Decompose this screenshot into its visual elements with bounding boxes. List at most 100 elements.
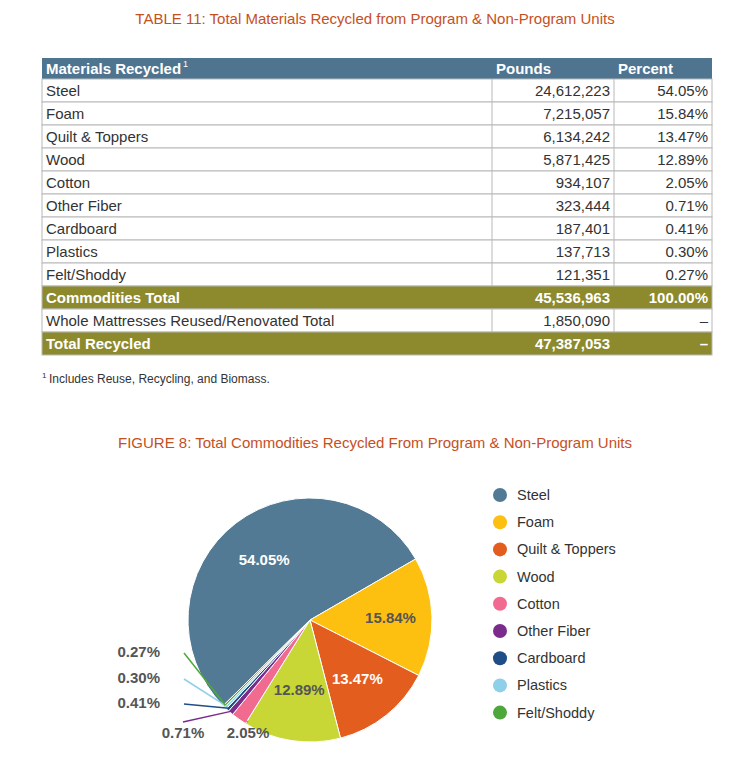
legend-label: Other Fiber: [517, 623, 590, 639]
table-cell: –: [700, 312, 709, 329]
table-cell: 137,713: [556, 243, 610, 260]
legend-label: Quilt & Toppers: [517, 541, 616, 557]
leader-line: [184, 704, 229, 708]
table-cell: 100.00%: [649, 289, 708, 306]
table-cell: 1,850,090: [543, 312, 610, 329]
table-col-line: [614, 240, 615, 263]
table-col-line: [492, 194, 493, 217]
table-cell: 7,215,057: [543, 105, 610, 122]
table-cell: 0.30%: [665, 243, 708, 260]
table-col-line: [614, 263, 615, 286]
table-col-line: [492, 148, 493, 171]
table-col-line: [614, 79, 615, 102]
table-row: [42, 217, 712, 240]
table-col-line: [614, 309, 615, 332]
table-cell: 187,401: [556, 220, 610, 237]
pie-slice: [233, 620, 310, 724]
table-col-line: [614, 217, 615, 240]
table-total-row: [42, 286, 712, 309]
table-col-line: [614, 148, 615, 171]
data-label: 54.05%: [239, 551, 290, 568]
table-header-bg: [42, 58, 712, 79]
table-col-line: [492, 309, 493, 332]
table-row: [42, 263, 712, 286]
table-header-cell: Pounds: [496, 60, 551, 77]
table-cell: Wood: [46, 151, 85, 168]
table-cell: 24,612,223: [535, 82, 610, 99]
legend-label: Cardboard: [517, 650, 586, 666]
table-cell: 13.47%: [657, 128, 708, 145]
leader-line: [184, 679, 227, 706]
legend-label: Foam: [517, 514, 554, 530]
legend-swatch: [493, 678, 507, 692]
table-cell: 323,444: [556, 197, 610, 214]
chart-title: FIGURE 8: Total Commodities Recycled Fro…: [118, 434, 632, 451]
table-col-line: [492, 79, 493, 102]
legend-swatch: [493, 515, 507, 529]
table-cell: –: [700, 335, 708, 352]
table-col-line: [614, 194, 615, 217]
legend-label: Wood: [517, 569, 555, 585]
table-cell: Whole Mattresses Reused/Renovated Total: [46, 312, 334, 329]
legend-swatch: [493, 706, 507, 720]
table-cell: Cotton: [46, 174, 90, 191]
data-label: 12.89%: [274, 681, 325, 698]
table-row: [42, 309, 712, 332]
table-cell: Felt/Shoddy: [46, 266, 127, 283]
leader-line: [240, 718, 248, 722]
table-cell: 934,107: [556, 174, 610, 191]
table-col-line: [492, 102, 493, 125]
data-label: 15.84%: [365, 609, 416, 626]
table-cell: 0.41%: [665, 220, 708, 237]
data-label: 0.71%: [162, 724, 205, 741]
table-cell: 0.27%: [665, 266, 708, 283]
table-cell: 0.71%: [665, 197, 708, 214]
table-cell: 6,134,242: [543, 128, 610, 145]
legend-swatch: [493, 624, 507, 638]
table-col-line: [492, 125, 493, 148]
legend-label: Plastics: [517, 677, 567, 693]
table-cell: 121,351: [556, 266, 610, 283]
footnote-mark: 1: [42, 371, 47, 380]
table-col-line: [492, 171, 493, 194]
data-label: 0.30%: [117, 669, 160, 686]
table-cell: Commodities Total: [46, 289, 180, 306]
table-cell: Foam: [46, 105, 84, 122]
table-cell: 45,536,963: [535, 289, 610, 306]
table-cell: Plastics: [46, 243, 98, 260]
table-col-line: [614, 171, 615, 194]
leader-line: [184, 653, 225, 705]
data-label: 13.47%: [332, 670, 383, 687]
data-label: 2.05%: [227, 724, 270, 741]
footnote: Includes Reuse, Recycling, and Biomass.: [49, 372, 270, 386]
table-row: [42, 194, 712, 217]
legend-label: Felt/Shoddy: [517, 705, 595, 721]
page: TABLE 11: Total Materials Recycled from …: [0, 0, 750, 781]
legend-swatch: [493, 570, 507, 584]
table-cell: 47,387,053: [535, 335, 610, 352]
table-header-cell: Materials Recycled: [46, 60, 181, 77]
table-total-row: [42, 332, 712, 355]
data-label: 0.41%: [117, 694, 160, 711]
leader-line: [183, 711, 232, 722]
data-label: 0.27%: [117, 643, 160, 660]
table-cell: 54.05%: [657, 82, 708, 99]
legend-swatch: [493, 542, 507, 556]
table-col-line: [614, 125, 615, 148]
table-header-note: 1: [183, 59, 188, 69]
table-col-line: [614, 102, 615, 125]
table-cell: Steel: [46, 82, 80, 99]
table-col-line: [492, 240, 493, 263]
table-row: [42, 102, 712, 125]
table-cell: 2.05%: [665, 174, 708, 191]
table-cell: 5,871,425: [543, 151, 610, 168]
legend-label: Cotton: [517, 596, 560, 612]
legend-swatch: [493, 597, 507, 611]
table-col-line: [492, 263, 493, 286]
table-cell: 15.84%: [657, 105, 708, 122]
table-cell: Quilt & Toppers: [46, 128, 148, 145]
table-row: [42, 79, 712, 102]
table-row: [42, 171, 712, 194]
table-cell: Cardboard: [46, 220, 117, 237]
table-col-line: [492, 217, 493, 240]
